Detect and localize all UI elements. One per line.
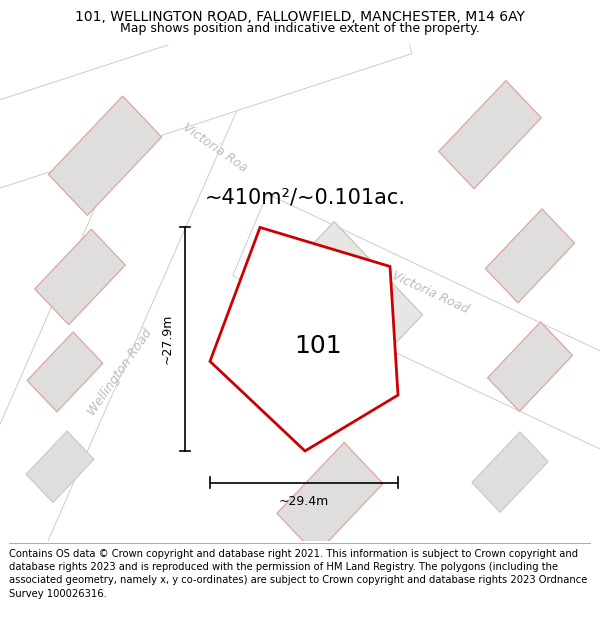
Polygon shape: [210, 228, 398, 451]
Text: 101, WELLINGTON ROAD, FALLOWFIELD, MANCHESTER, M14 6AY: 101, WELLINGTON ROAD, FALLOWFIELD, MANCH…: [75, 10, 525, 24]
Text: 101: 101: [294, 334, 341, 357]
Polygon shape: [233, 194, 600, 455]
Text: ~27.9m: ~27.9m: [161, 314, 173, 364]
Polygon shape: [485, 209, 575, 303]
Polygon shape: [488, 322, 572, 411]
Text: Victoria Roa: Victoria Roa: [181, 120, 250, 174]
Polygon shape: [0, 0, 412, 191]
Polygon shape: [49, 96, 161, 216]
Polygon shape: [26, 431, 94, 502]
Polygon shape: [439, 81, 541, 189]
Text: ~29.4m: ~29.4m: [279, 495, 329, 508]
Polygon shape: [27, 332, 103, 412]
Text: Wellington Road: Wellington Road: [85, 326, 155, 418]
Polygon shape: [277, 442, 383, 554]
Text: Contains OS data © Crown copyright and database right 2021. This information is : Contains OS data © Crown copyright and d…: [9, 549, 587, 599]
Polygon shape: [35, 229, 125, 325]
Text: Victoria Road: Victoria Road: [389, 269, 470, 316]
Polygon shape: [472, 432, 548, 512]
Polygon shape: [0, 0, 271, 602]
Text: ~410m²/~0.101ac.: ~410m²/~0.101ac.: [205, 188, 406, 208]
Polygon shape: [217, 222, 422, 438]
Text: Map shows position and indicative extent of the property.: Map shows position and indicative extent…: [120, 22, 480, 35]
